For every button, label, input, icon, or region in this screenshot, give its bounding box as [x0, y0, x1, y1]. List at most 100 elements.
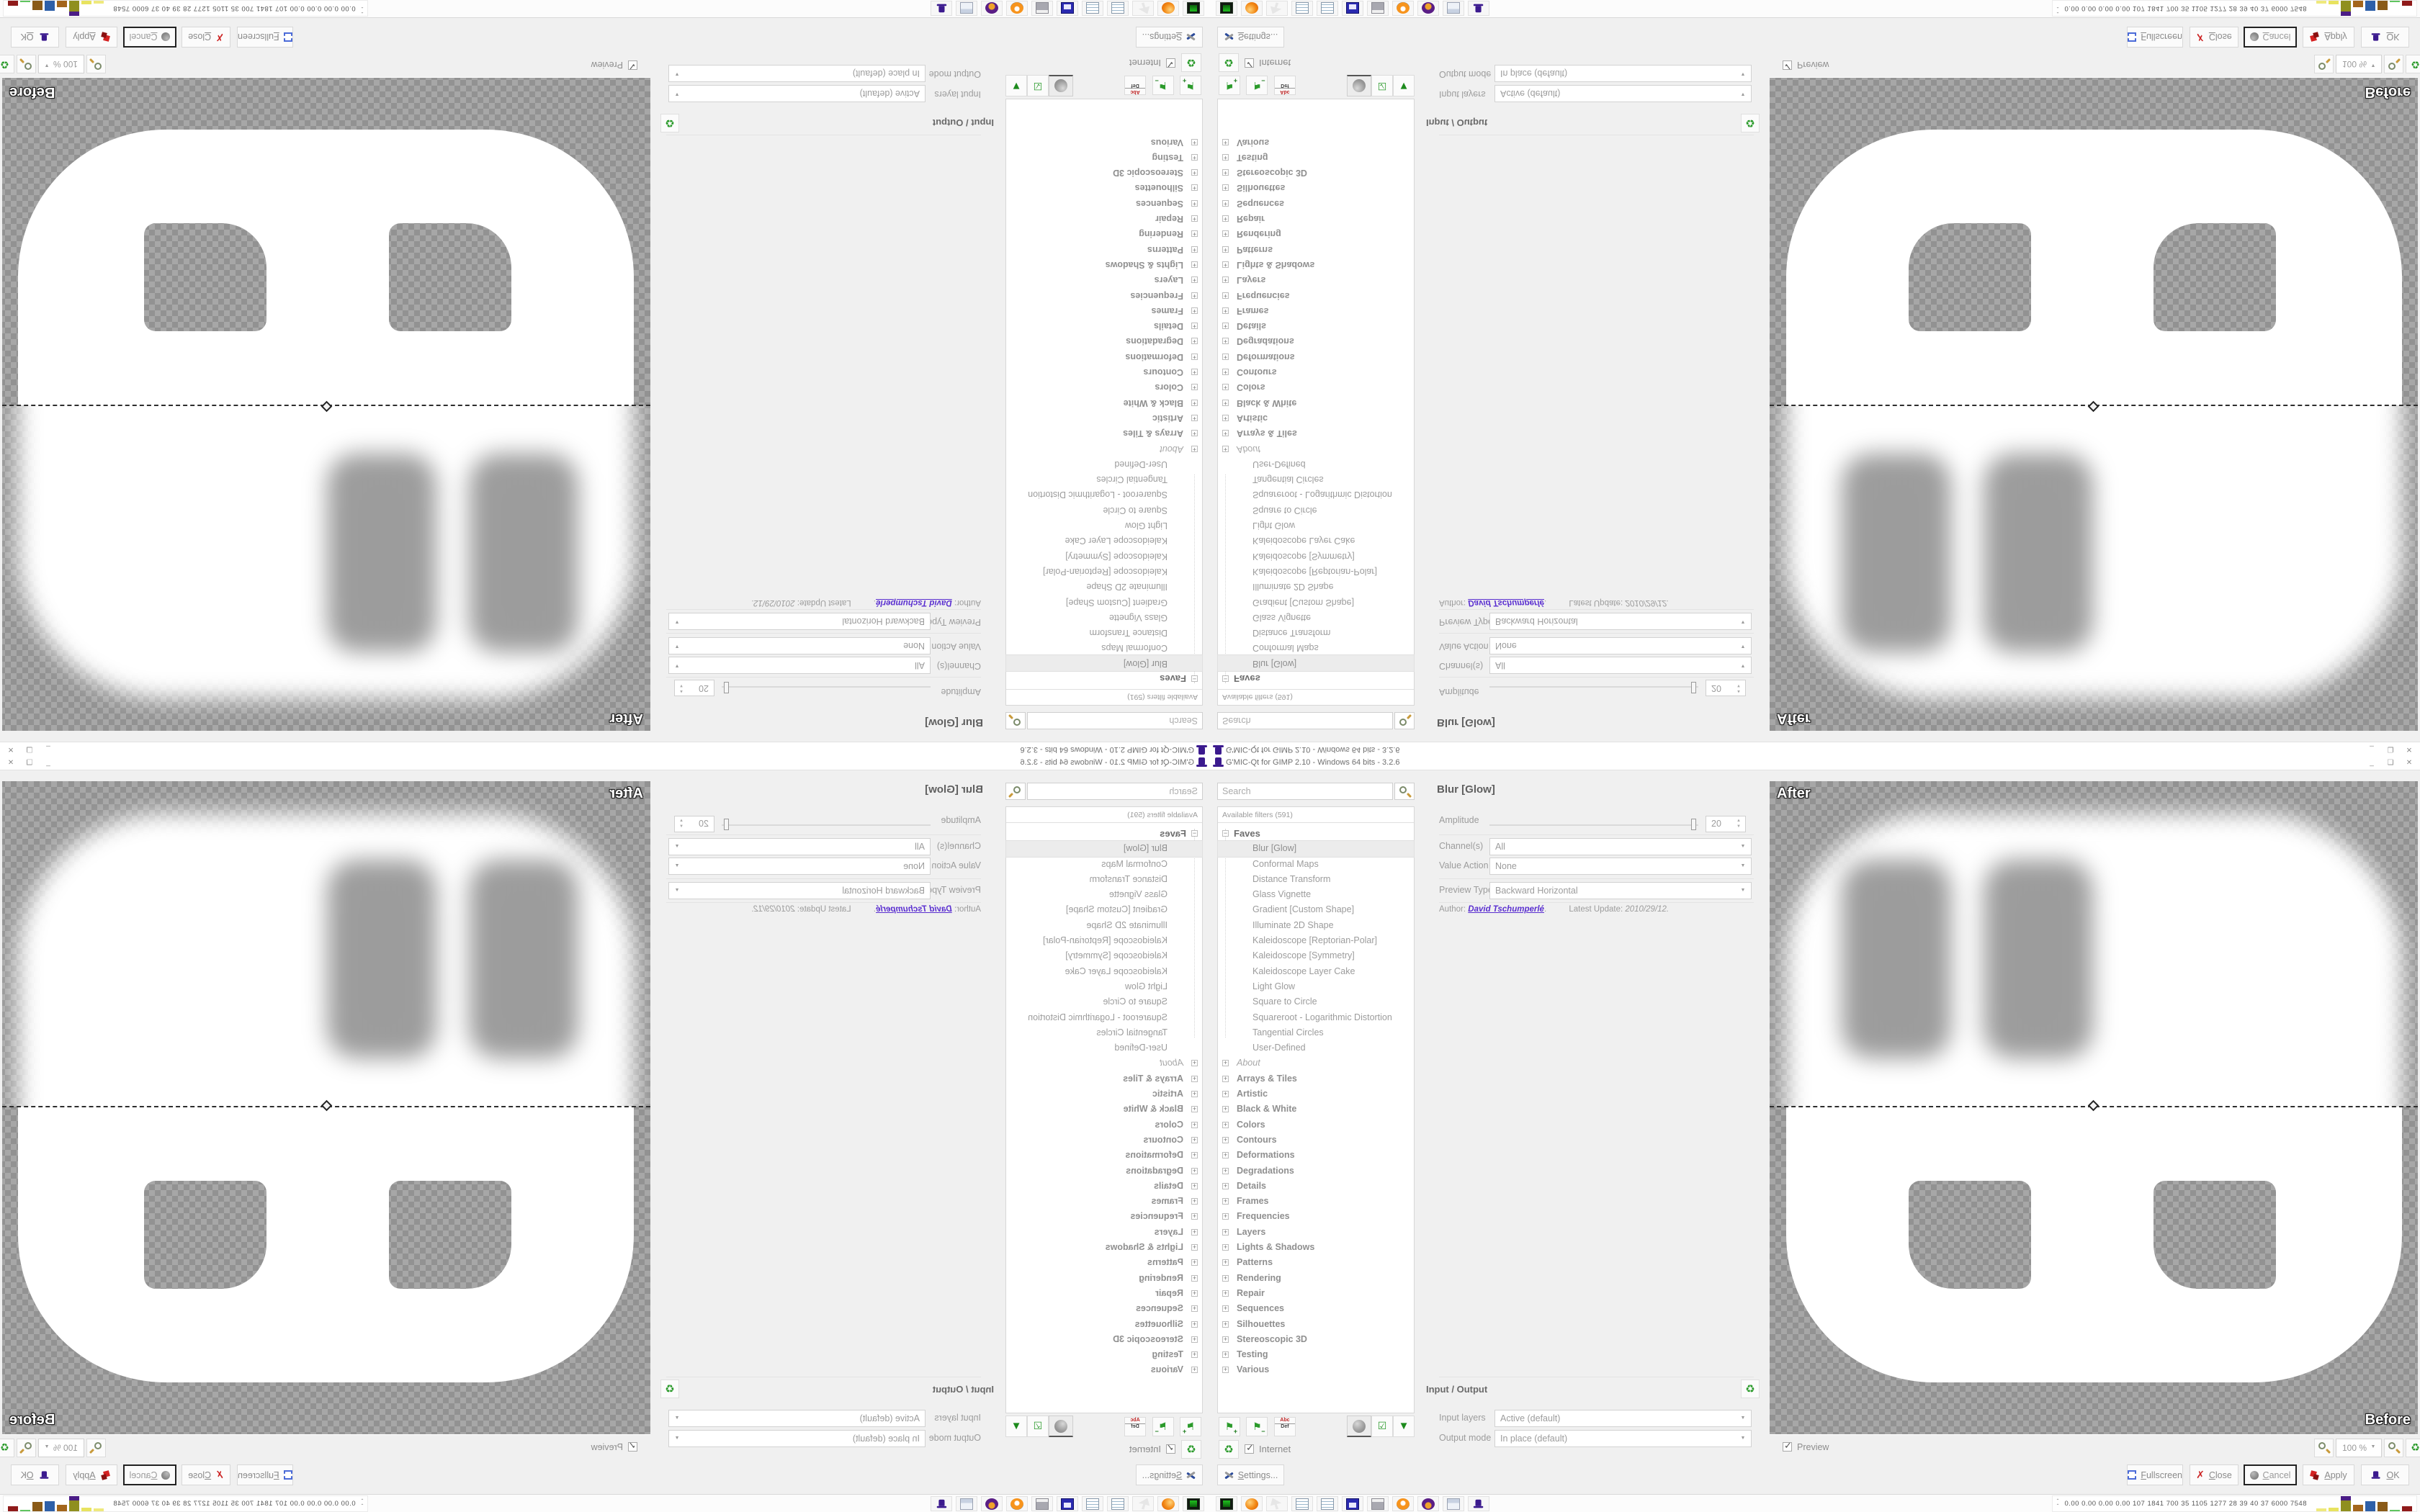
value-action-dropdown[interactable]: None [668, 637, 931, 654]
tree-category-about[interactable]: About [1006, 1056, 1202, 1071]
filter-item[interactable]: Squareroot - Logarithmic Distortion [1252, 1012, 1392, 1022]
expand-icon[interactable] [1191, 399, 1198, 406]
taskbar-item-blender[interactable] [1006, 1, 1028, 16]
taskbar-item-owl-app[interactable] [1417, 1496, 1439, 1511]
expand-icon[interactable] [1191, 1367, 1198, 1374]
taskbar-item-installer[interactable] [1342, 1, 1363, 16]
expand-icon[interactable] [1222, 1274, 1229, 1282]
tree-category[interactable]: Frequencies [1006, 1209, 1202, 1224]
internet-option[interactable]: Internet [1245, 58, 1291, 68]
ok-button[interactable]: OK [11, 1464, 59, 1485]
close-window-button[interactable]: ✕ [2400, 756, 2419, 770]
output-mode-dropdown[interactable]: In place (default) [668, 1430, 926, 1447]
tree-category[interactable]: Frequencies [1218, 287, 1414, 302]
restore-button[interactable]: ❏ [2381, 756, 2400, 770]
expand-icon[interactable] [1222, 445, 1229, 452]
taskbar-item-installer[interactable] [1057, 1496, 1078, 1511]
zoom-level-combo[interactable]: 100 % [38, 1439, 84, 1457]
expand-icon[interactable] [1191, 384, 1198, 391]
tree-category[interactable]: Testing [1006, 150, 1202, 165]
tree-category[interactable]: Various [1218, 1362, 1414, 1377]
restore-button[interactable]: ❏ [2381, 742, 2400, 756]
tree-category[interactable]: Deformations [1006, 348, 1202, 364]
tree-category[interactable]: Frames [1218, 303, 1414, 318]
expand-icon[interactable] [1191, 1305, 1198, 1313]
remove-fave-button[interactable]: ⚑ − [1246, 1417, 1268, 1436]
minimize-button[interactable]: _ [2362, 756, 2381, 770]
selection-mode-button[interactable]: ☑ [1027, 75, 1049, 96]
filter-item-selected[interactable]: Blur [Glow] [1217, 654, 1415, 672]
zoom-in-button[interactable] [17, 55, 36, 73]
expand-icon[interactable] [1191, 1259, 1198, 1266]
tree-category[interactable]: Details [1218, 1179, 1414, 1194]
preview-pane[interactable]: After Before [2, 781, 650, 1435]
amplitude-slider[interactable] [1489, 686, 1698, 688]
taskbar-item-calculator[interactable] [956, 1496, 977, 1511]
taskbar-item-system-monitor[interactable] [1216, 1, 1237, 16]
remove-fave-button[interactable]: ⚑ − [1152, 76, 1174, 95]
expand-icon[interactable] [1191, 215, 1198, 222]
tree-category[interactable]: Various [1218, 134, 1414, 149]
spinner-arrows-icon[interactable]: ▲ ▼ [1736, 819, 1741, 829]
filter-item[interactable]: Kaleidoscope [Reptorian-Polar] [1252, 935, 1378, 946]
expand-icon[interactable] [1191, 1106, 1198, 1113]
input-layers-dropdown[interactable]: Active (default) [668, 1410, 926, 1427]
collapse-icon[interactable] [1191, 675, 1198, 682]
filter-item[interactable]: Illuminate 2D Shape [1086, 582, 1168, 593]
preview-type-dropdown[interactable]: Backward Horizontal [1489, 882, 1752, 899]
add-fave-button[interactable]: ⚑ + [1180, 76, 1201, 95]
filter-item[interactable]: Light Glow [1124, 981, 1168, 991]
tree-category[interactable]: Artistic [1006, 1086, 1202, 1102]
filter-item-selected[interactable]: Blur [Glow] [1005, 840, 1203, 858]
expand-icon[interactable] [1222, 1305, 1229, 1313]
rename-fave-button[interactable]: Abc Def [1124, 1417, 1147, 1436]
expand-icon[interactable] [1222, 1121, 1229, 1128]
collapse-icon[interactable] [1222, 830, 1229, 837]
preview-checkbox[interactable] [628, 1442, 637, 1452]
expand-icon[interactable] [1191, 1152, 1198, 1159]
preview-checkbox[interactable] [1783, 60, 1792, 70]
search-button[interactable] [1394, 712, 1415, 729]
expand-icon[interactable] [1222, 1075, 1229, 1082]
rename-fave-button[interactable]: Abc Def [1273, 1417, 1296, 1436]
expand-icon[interactable] [1191, 246, 1198, 253]
tree-category[interactable]: Colors [1218, 379, 1414, 395]
filter-item[interactable]: Kaleidoscope Layer Cake [1252, 966, 1355, 976]
tree-category[interactable]: Layers [1006, 272, 1202, 287]
amplitude-slider-handle[interactable] [724, 819, 729, 830]
tree-category[interactable]: Testing [1218, 1347, 1414, 1362]
input-layers-dropdown[interactable]: Active (default) [1494, 85, 1752, 102]
close-button[interactable]: ✗ Close [182, 27, 230, 48]
taskbar-item-notepad[interactable] [1107, 1496, 1129, 1511]
taskbar-item-firefox[interactable] [1157, 1496, 1179, 1511]
expand-icon[interactable] [1191, 1136, 1198, 1143]
tree-category[interactable]: Repair [1218, 1286, 1414, 1301]
filter-item[interactable]: Gradient [Custom Shape] [1065, 597, 1168, 608]
tree-category-about[interactable]: About [1218, 441, 1414, 456]
tree-category[interactable]: Various [1006, 134, 1202, 149]
taskbar-item-blender[interactable] [1392, 1, 1414, 16]
filter-item[interactable]: Kaleidoscope [Symmetry] [1065, 950, 1168, 961]
filter-item[interactable]: Glass Vignette [1252, 612, 1312, 623]
taskbar-item-printer[interactable] [1367, 1, 1389, 16]
taskbar-item-installer[interactable] [1342, 1496, 1363, 1511]
filter-item[interactable]: Conformal Maps [1252, 858, 1319, 869]
expand-icon[interactable] [1191, 138, 1198, 145]
reset-zoom-button[interactable]: ♻ [0, 55, 14, 73]
filter-item[interactable]: Glass Vignette [1252, 889, 1312, 900]
ok-button[interactable]: OK [2361, 1464, 2409, 1485]
filter-item[interactable]: User-Defined [1252, 459, 1306, 469]
preview-toggle[interactable]: Preview [1783, 1441, 1829, 1452]
update-filters-button[interactable]: ♻ [1181, 53, 1201, 72]
close-button[interactable]: ✗ Close [2190, 1464, 2238, 1485]
filter-item[interactable]: Kaleidoscope Layer Cake [1252, 536, 1355, 546]
filter-item[interactable]: Glass Vignette [1108, 889, 1168, 900]
taskbar-item-notepad-2[interactable] [1317, 1496, 1338, 1511]
tree-category[interactable]: Deformations [1218, 348, 1414, 364]
expand-icon[interactable] [1191, 353, 1198, 360]
tree-category[interactable]: Deformations [1218, 1148, 1414, 1163]
expand-icon[interactable] [1222, 199, 1229, 207]
expand-icon[interactable] [1191, 199, 1198, 207]
search-input[interactable] [1218, 713, 1392, 729]
taskbar-item-firefox[interactable] [1241, 1, 1263, 16]
